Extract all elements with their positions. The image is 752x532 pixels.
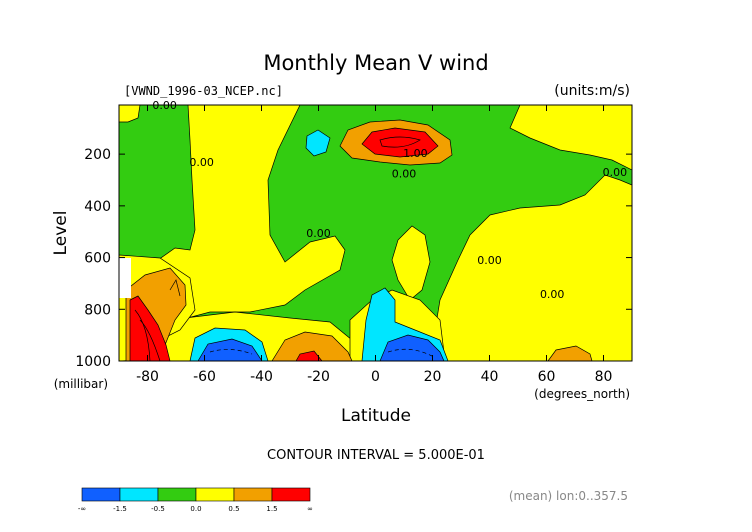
colorbar-swatch [119,487,159,502]
region-blue-tropics [379,334,445,361]
colorbar-tick-label: -∞ [78,505,86,513]
y-axis-label: Level [51,211,71,256]
region-red-south-surface [295,350,323,361]
colorbar-tick-label: 0.5 [228,505,239,513]
x-tick-label: 60 [538,369,556,385]
contour-label: 1.00 [403,147,428,160]
colorbar-tick-label: -1.5 [113,505,127,513]
region-red-south-pole [129,295,171,361]
y-unit-label: (millibar) [54,377,108,391]
colorbar-swatch [195,487,235,502]
colorbar-tick-label: 0.0 [190,505,201,513]
y-tick-label: 1000 [75,354,111,370]
x-tick-label: -20 [307,369,330,385]
colorbar-tick-label: -0.5 [151,505,165,513]
y-axis: 200 400 600 800 1000 [75,147,632,370]
colorbar-swatch [157,487,197,502]
contour-labels: 0.00 0.00 1.00 0.00 0.00 0.00 0.00 0.00 [152,99,627,301]
y-tick-label: 600 [84,251,111,267]
contour-label: 0.00 [392,168,417,181]
colorbar-swatch [233,487,273,502]
chart-title: Monthly Mean V wind [263,51,488,75]
region-cyan-upper [305,129,331,157]
colorbar-swatch [81,487,121,502]
missing-data-mask [119,258,131,298]
x-tick-label: -40 [250,369,273,385]
colorbar-swatch [271,487,311,502]
y-tick-label: 200 [84,147,111,163]
mean-text: (mean) lon:0..357.5 [509,489,628,503]
x-axis: -80 -60 -40 -20 0 20 40 60 80 [136,105,612,385]
colorbar: -∞ -1.5 -0.5 0.0 0.5 1.5 ∞ [78,487,313,513]
contour-label: 0.00 [603,166,628,179]
region-orange-north-surface [547,345,593,361]
inner-contours [134,136,433,361]
region-yellow-north-upper [509,105,632,171]
y-tick-label: 800 [84,302,111,318]
x-unit-label: (degrees_north) [534,387,630,401]
units-label: (units:m/s) [554,83,630,99]
x-tick-label: 40 [481,369,499,385]
contour-label: 0.00 [540,288,565,301]
region-orange-south-surface [271,331,353,361]
x-axis-label: Latitude [341,406,411,426]
region-red-upper [361,127,439,158]
contour-interval-text: CONTOUR INTERVAL = 5.000E-01 [267,448,485,463]
region-yellow-north-mid [429,174,632,361]
contour-label: 0.00 [189,156,214,169]
y-tick-label: 400 [84,199,111,215]
x-tick-label: -60 [193,369,216,385]
region-blue-south [197,338,263,361]
colorbar-tick-label: ∞ [307,505,313,513]
x-tick-label: 20 [424,369,442,385]
contour-label: 0.00 [477,254,502,267]
contour-label: 0.00 [306,227,331,240]
colorbar-tick-label: 1.5 [266,505,277,513]
contour-field [119,105,632,361]
region-yellow-top-left [119,105,141,123]
x-tick-label: 80 [595,369,613,385]
x-tick-label: -80 [136,369,159,385]
region-yellow-mid-column [391,225,431,301]
x-tick-label: 0 [371,369,380,385]
region-yellow-southern [149,105,346,321]
file-label: [VWND_1996-03_NCEP.nc] [124,84,283,98]
contour-label: 0.00 [152,99,177,112]
